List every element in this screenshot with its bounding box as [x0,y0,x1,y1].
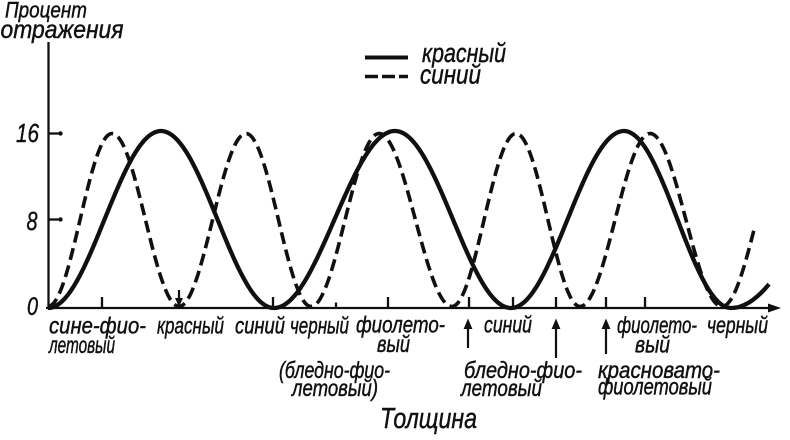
svg-text:вый: вый [377,331,410,357]
svg-text:8: 8 [27,206,38,236]
svg-text:красный: красный [422,38,506,68]
svg-text:синий: синий [420,60,481,90]
svg-text:Процент: Процент [5,0,87,23]
svg-text:летовый): летовый) [290,375,378,401]
svg-text:вый: вый [635,332,670,358]
svg-text:0: 0 [27,293,38,321]
svg-text:бледно-фио-: бледно-фио- [464,357,582,383]
svg-text:черный: черный [290,313,349,339]
svg-text:красновато-: красновато- [598,357,720,383]
svg-text:синий: синий [484,312,532,338]
svg-text:фиолето-: фиолето- [356,312,445,338]
svg-text:синий: синий [235,313,285,339]
svg-text:черный: черный [707,312,768,338]
svg-text:красный: красный [157,313,224,339]
svg-text:летовый: летовый [48,332,115,358]
svg-text:сине-фио-: сине-фио- [49,313,146,339]
svg-text:Толщина: Толщина [380,403,477,435]
svg-text:фиолето-: фиолето- [617,312,697,338]
svg-text:фиолетовый: фиолетовый [598,374,712,400]
svg-text:летовый: летовый [459,375,542,401]
svg-text:отражения: отражения [1,16,124,44]
svg-text:(бледно-фио-: (бледно-фио- [279,357,390,383]
svg-text:16: 16 [16,118,39,148]
